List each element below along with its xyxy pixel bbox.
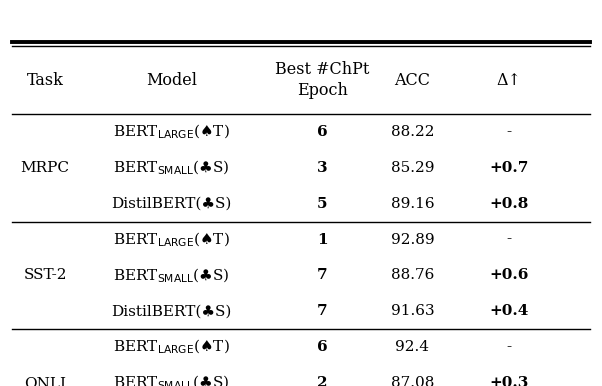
Text: Task: Task <box>26 71 64 89</box>
Text: BERT$_\mathrm{LARGE}$(♠T): BERT$_\mathrm{LARGE}$(♠T) <box>113 230 230 249</box>
Text: 85.29: 85.29 <box>391 161 434 175</box>
Text: Best #ChPt
Epoch: Best #ChPt Epoch <box>275 61 369 99</box>
Text: BERT$_\mathrm{SMALL}$(♣S): BERT$_\mathrm{SMALL}$(♣S) <box>113 266 230 284</box>
Text: -: - <box>506 125 511 139</box>
Text: ACC: ACC <box>394 71 430 89</box>
Text: +0.7: +0.7 <box>489 161 529 175</box>
Text: MRPC: MRPC <box>20 161 70 175</box>
Text: 7: 7 <box>317 304 327 318</box>
Text: 3: 3 <box>317 161 327 175</box>
Text: BERT$_\mathrm{SMALL}$(♣S): BERT$_\mathrm{SMALL}$(♣S) <box>113 159 230 177</box>
Text: 88.22: 88.22 <box>391 125 434 139</box>
Text: 87.08: 87.08 <box>391 376 434 386</box>
Text: +0.6: +0.6 <box>489 268 529 283</box>
Text: BERT$_\mathrm{SMALL}$(♣S): BERT$_\mathrm{SMALL}$(♣S) <box>113 374 230 386</box>
Text: BERT$_\mathrm{LARGE}$(♠T): BERT$_\mathrm{LARGE}$(♠T) <box>113 338 230 356</box>
Text: DistilBERT(♣S): DistilBERT(♣S) <box>111 304 232 318</box>
Text: 92.89: 92.89 <box>391 232 434 247</box>
Text: +0.4: +0.4 <box>489 304 529 318</box>
Text: 6: 6 <box>317 340 327 354</box>
Text: Δ↑: Δ↑ <box>496 71 521 89</box>
Text: SST-2: SST-2 <box>23 268 67 283</box>
Text: QNLI: QNLI <box>24 376 66 386</box>
Text: 92.4: 92.4 <box>396 340 429 354</box>
Text: 91.63: 91.63 <box>391 304 434 318</box>
Text: 5: 5 <box>317 196 327 211</box>
Text: -: - <box>506 340 511 354</box>
Text: +0.3: +0.3 <box>489 376 529 386</box>
Text: -: - <box>506 232 511 247</box>
Text: 6: 6 <box>317 125 327 139</box>
Text: 89.16: 89.16 <box>391 196 434 211</box>
Text: Model: Model <box>146 71 197 89</box>
Text: 1: 1 <box>317 232 327 247</box>
Text: DistilBERT(♣S): DistilBERT(♣S) <box>111 196 232 211</box>
Text: BERT$_\mathrm{LARGE}$(♠T): BERT$_\mathrm{LARGE}$(♠T) <box>113 123 230 141</box>
Text: 88.76: 88.76 <box>391 268 434 283</box>
Text: 2: 2 <box>317 376 327 386</box>
Text: +0.8: +0.8 <box>489 196 529 211</box>
Text: 7: 7 <box>317 268 327 283</box>
